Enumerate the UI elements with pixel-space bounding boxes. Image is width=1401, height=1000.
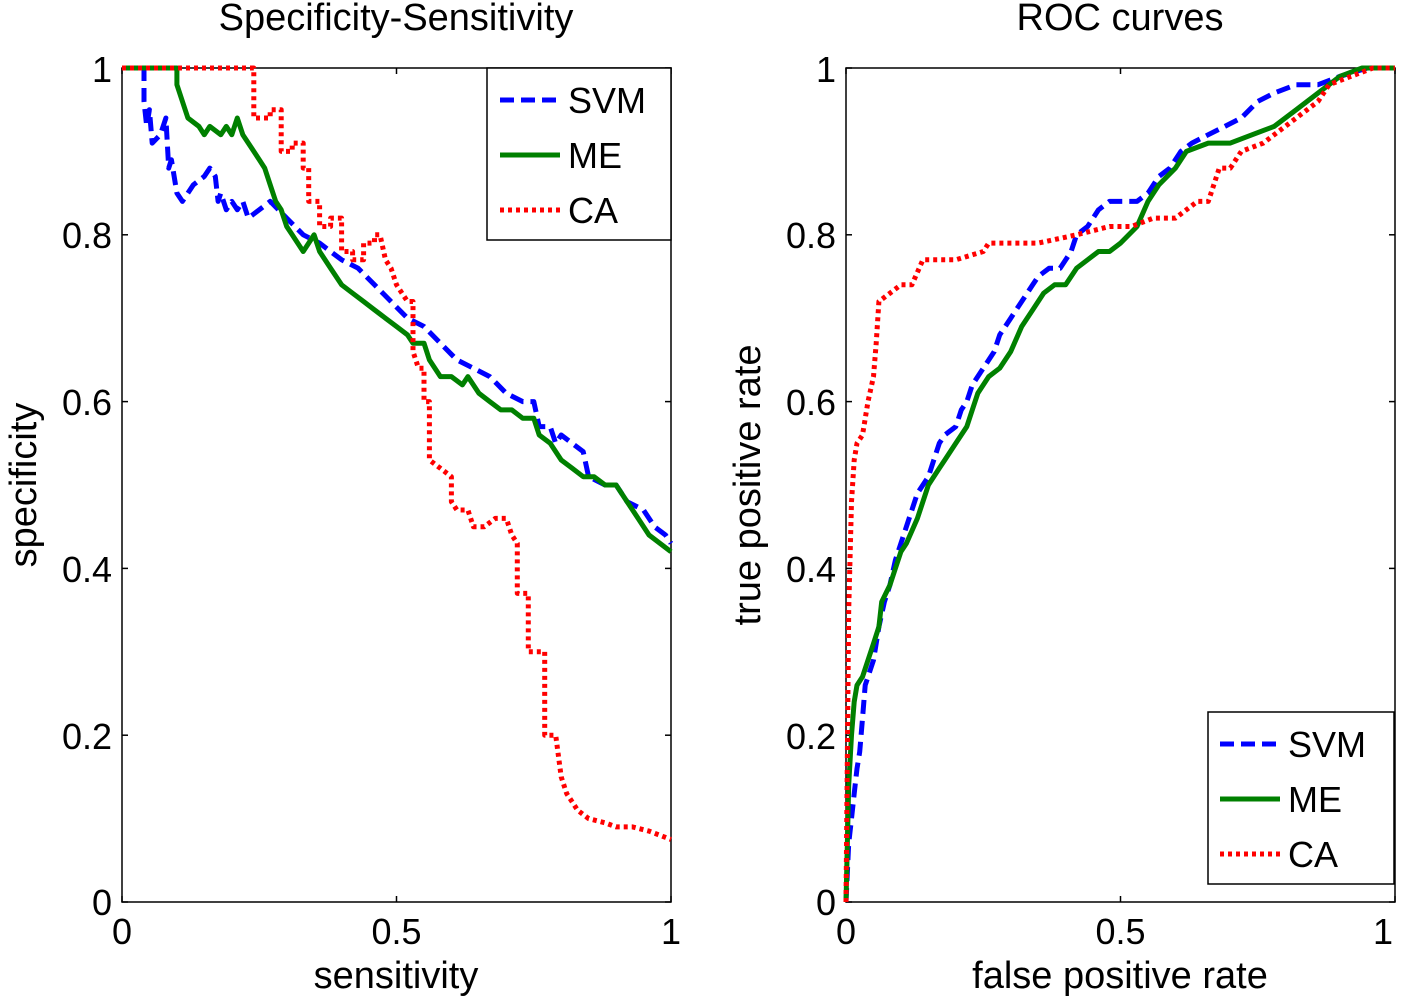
legend-label-svm: SVM <box>568 80 646 121</box>
y-tick-label: 0.6 <box>786 382 836 423</box>
series-line-me <box>843 65 1395 903</box>
y-tick-label: 0.8 <box>62 215 112 256</box>
x-tick-label: 0 <box>836 911 856 952</box>
chart-title: ROC curves <box>1017 0 1224 39</box>
y-tick-label: 1 <box>816 49 836 90</box>
x-tick-label: 0.5 <box>371 911 421 952</box>
plot-series <box>122 65 674 842</box>
series-line-ca <box>122 65 672 842</box>
plot-series <box>843 65 1395 903</box>
chart-title: Specificity-Sensitivity <box>219 0 574 39</box>
y-tick-label: 0 <box>816 882 836 923</box>
legend-label-svm: SVM <box>1288 724 1366 765</box>
y-tick-label: 0.2 <box>786 716 836 757</box>
x-tick-label: 1 <box>1373 911 1393 952</box>
plot-roc-curves: ROC curves 0 0.5 1 0 0.2 0.4 0.6 0.8 1 f… <box>727 0 1396 997</box>
legend-label-me: ME <box>1288 779 1342 820</box>
x-tick-label: 0 <box>112 911 132 952</box>
x-axis-label: false positive rate <box>972 955 1268 997</box>
legend-label-ca: CA <box>568 190 618 231</box>
legend-label-me: ME <box>568 135 622 176</box>
y-tick-label: 0.2 <box>62 716 112 757</box>
y-tick-label: 0.6 <box>62 382 112 423</box>
x-tick-label: 1 <box>661 911 681 952</box>
x-axis-label: sensitivity <box>314 955 479 997</box>
legend-label-ca: CA <box>1288 834 1338 875</box>
series-line-svm <box>843 65 1395 903</box>
x-tick-label: 0.5 <box>1095 911 1145 952</box>
y-axis-label: true positive rate <box>727 345 769 626</box>
y-tick-label: 0.8 <box>786 215 836 256</box>
y-tick-label: 0.4 <box>786 549 836 590</box>
y-axis-label: specificity <box>3 403 45 568</box>
legend: SVM ME CA <box>1207 711 1395 885</box>
series-line-me <box>122 65 673 554</box>
y-tick-label: 1 <box>92 49 112 90</box>
y-tick-label: 0.4 <box>62 549 112 590</box>
y-tick-label: 0 <box>92 882 112 923</box>
series-line-svm <box>122 65 674 545</box>
series-line-ca <box>843 65 1395 903</box>
plot-specificity-sensitivity: Specificity-Sensitivity 0 0.5 1 0 0.2 0.… <box>3 0 681 997</box>
legend: SVM ME CA <box>486 67 672 241</box>
